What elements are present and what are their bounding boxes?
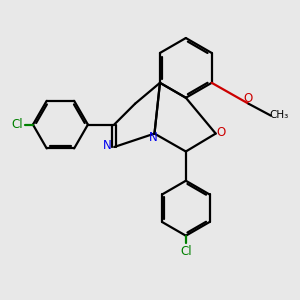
Text: N: N	[103, 139, 112, 152]
Text: Cl: Cl	[12, 118, 23, 131]
Text: N: N	[148, 131, 158, 144]
Text: Cl: Cl	[180, 245, 192, 258]
Text: O: O	[243, 92, 253, 105]
Text: CH₃: CH₃	[270, 110, 289, 120]
Text: O: O	[216, 126, 226, 139]
